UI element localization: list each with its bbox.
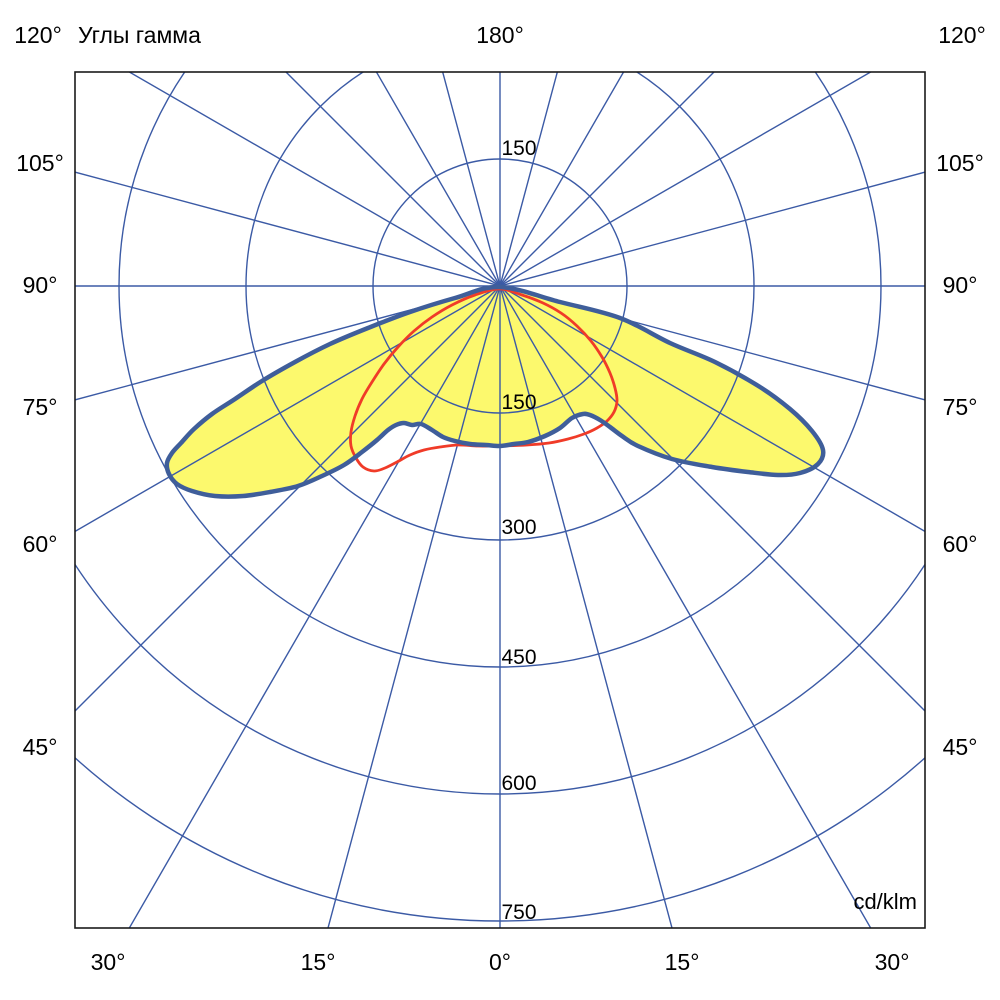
angle-label-45-right: 45° (943, 734, 978, 760)
unit-label-cd-klm: cd/klm (853, 889, 917, 914)
angle-label-180-top: 180° (476, 22, 524, 48)
c90-c270-curve (349, 287, 619, 473)
angle-label-15-bottom-right: 15° (665, 949, 700, 975)
angle-label-60-right: 60° (943, 531, 978, 557)
angle-label-0-bottom: 0° (489, 949, 511, 975)
angle-label-30-bottom-left: 30° (91, 949, 126, 975)
radial-tick-450: 450 (501, 646, 536, 669)
angle-label-75-right: 75° (943, 394, 978, 420)
c0-c180-fill-area (166, 286, 824, 497)
angle-label-120-top-right: 120° (938, 22, 986, 48)
curves-layer (164, 284, 826, 499)
chart-title-gamma-angles: Углы гамма (78, 22, 201, 48)
angle-label-120-top-left: 120° (14, 22, 62, 48)
radial-tick-600: 600 (501, 772, 536, 795)
angle-label-90-left: 90° (23, 272, 58, 298)
radial-tick-750: 750 (501, 901, 536, 924)
angle-label-75-left: 75° (23, 394, 58, 420)
angle-label-15-bottom-left: 15° (301, 949, 336, 975)
radial-tick-300: 300 (501, 516, 536, 539)
c0-c180-curve (164, 284, 826, 499)
angle-label-105-left: 105° (16, 150, 64, 176)
angle-label-105-right: 105° (936, 150, 984, 176)
radial-tick-150-upper: 150 (501, 137, 536, 160)
angle-label-90-right: 90° (943, 272, 978, 298)
chart-frame (74, 71, 926, 929)
radial-tick-150: 150 (501, 391, 536, 414)
angle-label-60-left: 60° (23, 531, 58, 557)
yellow-fill-layer (166, 286, 824, 497)
angle-label-30-bottom-right: 30° (875, 949, 910, 975)
angle-label-45-left: 45° (23, 734, 58, 760)
